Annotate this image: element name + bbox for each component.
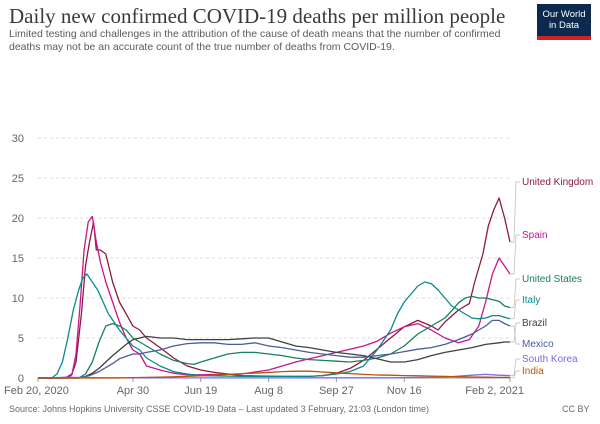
y-tick-label: 25 — [12, 173, 24, 185]
legend-connector — [510, 181, 520, 243]
series-line-brazil[interactable] — [38, 335, 510, 379]
y-tick-label: 30 — [12, 133, 24, 145]
series-line-mexico[interactable] — [38, 319, 511, 379]
legend-connector — [510, 370, 520, 378]
grid-layer: 0 5 10 15 20 25 30 Feb 20, 2020 Apr 30 Jun 19 Aug … — [4, 133, 524, 397]
chart-title: Daily new confirmed COVID-19 deaths per … — [9, 4, 506, 28]
series-line-united-kingdom[interactable] — [38, 197, 511, 379]
legend-label-united-kingdom[interactable]: United Kingdom — [522, 177, 593, 188]
legend-connector — [510, 299, 520, 320]
series-line-india[interactable] — [38, 370, 510, 379]
legend-label-spain[interactable]: Spain — [522, 230, 548, 241]
x-tick-label: Aug 8 — [254, 385, 283, 397]
x-tick-label: Jun 19 — [184, 385, 217, 397]
logo-accent-bar — [537, 36, 591, 40]
y-tick-label: 5 — [18, 333, 24, 345]
x-tick-label: Apr 30 — [117, 385, 149, 397]
legend-connector — [510, 234, 520, 275]
legend-connector — [510, 358, 520, 376]
x-tick-label: Feb 20, 2020 — [4, 385, 69, 397]
legend: United Kingdom Spain United States Italy Bra… — [510, 177, 593, 378]
owid-logo[interactable]: Our World in Data — [537, 4, 591, 40]
logo-line-2: in Data — [548, 19, 580, 31]
series-lines — [38, 197, 511, 379]
legend-label-south-korea[interactable]: South Korea — [522, 354, 578, 365]
x-tick-label: Nov 16 — [387, 385, 422, 397]
logo-line-1: Our World — [542, 9, 586, 20]
series-line-spain[interactable] — [38, 215, 511, 379]
series-line-united-states[interactable] — [38, 295, 511, 379]
y-tick-label: 0 — [18, 373, 24, 385]
legend-label-united-states[interactable]: United States — [522, 274, 582, 285]
x-tick-label: Feb 2, 2021 — [465, 385, 524, 397]
legend-connector — [510, 325, 520, 345]
x-tick-label: Sep 27 — [319, 385, 354, 397]
y-tick-label: 15 — [12, 253, 24, 265]
source-note: Source: Johns Hopkins University CSSE CO… — [9, 404, 430, 414]
legend-label-italy[interactable]: Italy — [522, 295, 540, 306]
y-tick-label: 10 — [12, 293, 24, 305]
legend-label-brazil[interactable]: Brazil — [522, 318, 547, 329]
y-tick-label: 20 — [12, 213, 24, 225]
chart-subtitle: Limited testing and challenges in the at… — [9, 28, 501, 53]
license-link[interactable]: CC BY — [562, 404, 590, 414]
legend-label-india[interactable]: India — [522, 366, 544, 377]
legend-label-mexico[interactable]: Mexico — [522, 339, 554, 350]
legend-connector — [510, 278, 520, 308]
series-line-italy[interactable] — [38, 273, 511, 379]
